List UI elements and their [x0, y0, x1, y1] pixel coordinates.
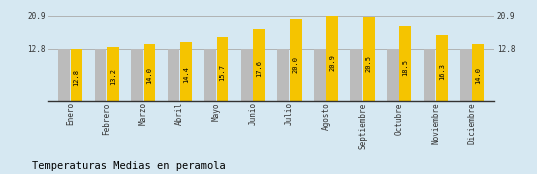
Bar	[144, 44, 155, 101]
Bar	[363, 17, 375, 101]
Bar	[58, 49, 70, 101]
Bar	[168, 49, 179, 101]
Bar	[253, 29, 265, 101]
Text: 17.6: 17.6	[256, 60, 262, 77]
Bar	[314, 49, 325, 101]
Bar	[351, 49, 362, 101]
Text: 16.3: 16.3	[439, 62, 445, 80]
Text: 20.9: 20.9	[329, 54, 335, 71]
Bar	[387, 49, 398, 101]
Text: Temperaturas Medias en peramola: Temperaturas Medias en peramola	[32, 161, 226, 171]
Bar	[278, 49, 289, 101]
Bar	[217, 37, 228, 101]
Bar	[241, 49, 252, 101]
Text: 14.0: 14.0	[475, 67, 481, 84]
Bar	[290, 19, 301, 101]
Bar	[131, 49, 143, 101]
Bar	[424, 49, 435, 101]
Bar	[180, 42, 192, 101]
Text: 18.5: 18.5	[402, 58, 408, 76]
Text: 14.0: 14.0	[147, 67, 153, 84]
Bar	[107, 47, 119, 101]
Text: 14.4: 14.4	[183, 66, 189, 83]
Bar	[71, 49, 82, 101]
Bar	[436, 35, 448, 101]
Text: 13.2: 13.2	[110, 68, 116, 85]
Bar	[205, 49, 216, 101]
Text: 15.7: 15.7	[220, 64, 226, 81]
Text: 20.5: 20.5	[366, 55, 372, 72]
Bar	[95, 49, 106, 101]
Bar	[326, 16, 338, 101]
Bar	[400, 26, 411, 101]
Bar	[460, 49, 472, 101]
Text: 12.8: 12.8	[74, 69, 79, 86]
Text: 20.0: 20.0	[293, 56, 299, 73]
Bar	[473, 44, 484, 101]
